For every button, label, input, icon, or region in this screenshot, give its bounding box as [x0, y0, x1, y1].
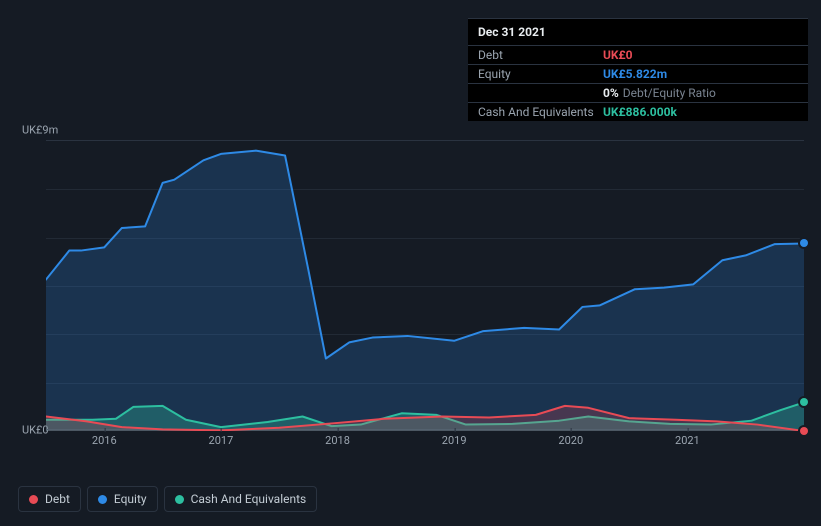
legend-item-equity[interactable]: Equity: [87, 486, 158, 512]
tooltip-value: 0%: [603, 86, 619, 100]
chart-svg: [46, 141, 804, 431]
y-axis-label-max: UK£9m: [22, 124, 58, 137]
x-tick: 2018: [325, 434, 350, 447]
legend-item-debt[interactable]: Debt: [18, 486, 81, 512]
x-tick: 2016: [92, 434, 117, 447]
x-axis: 2016 2017 2018 2019 2020 2021: [46, 434, 804, 458]
tooltip-row: EquityUK£5.822m: [468, 65, 808, 84]
tooltip-row: Cash And EquivalentsUK£886.000k: [468, 103, 808, 121]
tooltip-date: Dec 31 2021: [468, 19, 808, 46]
series-endpoint-equity: [800, 239, 808, 247]
chart-container: UK£9m UK£0 201620172018201920202021: [18, 140, 804, 470]
tooltip-row: 0% Debt/Equity Ratio: [468, 84, 808, 103]
x-tick: 2020: [558, 434, 583, 447]
legend-swatch: [175, 495, 184, 504]
legend-swatch: [29, 495, 38, 504]
legend-label: Cash And Equivalents: [191, 492, 307, 506]
tooltip-row: DebtUK£0: [468, 46, 808, 65]
tooltip-value: UK£886.000k: [603, 105, 677, 119]
chart-plot-area[interactable]: [46, 140, 804, 430]
x-tick: 2019: [442, 434, 467, 447]
x-tick: 2017: [209, 434, 234, 447]
tooltip-key: Cash And Equivalents: [478, 105, 603, 119]
legend-label: Debt: [45, 492, 70, 506]
data-tooltip: Dec 31 2021 DebtUK£0EquityUK£5.822m0%Deb…: [468, 18, 808, 121]
tooltip-suffix: Debt/Equity Ratio: [623, 86, 716, 100]
series-endpoint-cash-and-equivalents: [800, 398, 808, 406]
chart-legend: Debt Equity Cash And Equivalents: [18, 486, 317, 512]
tooltip-key: Debt: [478, 48, 603, 62]
legend-item-cash-and-equivalents[interactable]: Cash And Equivalents: [164, 486, 318, 512]
x-tick: 2021: [675, 434, 700, 447]
tooltip-key: Equity: [478, 67, 603, 81]
tooltip-value: UK£0: [603, 48, 633, 62]
tooltip-value: UK£5.822m: [603, 67, 667, 81]
legend-swatch: [98, 495, 107, 504]
y-axis-label-min: UK£0: [22, 424, 49, 437]
legend-label: Equity: [114, 492, 147, 506]
